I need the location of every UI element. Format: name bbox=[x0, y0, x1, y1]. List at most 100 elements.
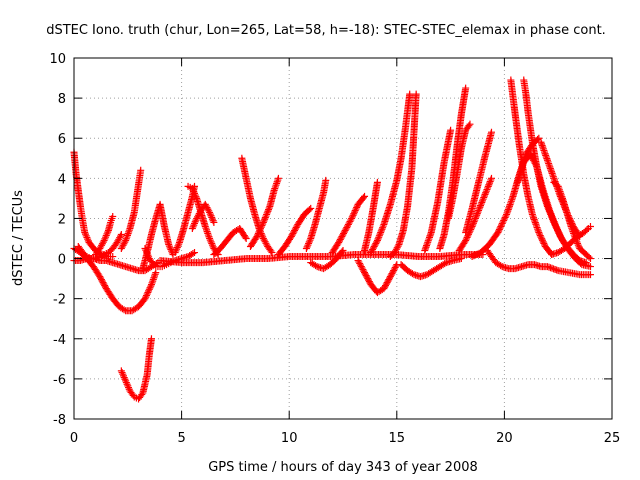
data-point bbox=[261, 215, 269, 223]
data-point bbox=[566, 215, 574, 223]
data-point bbox=[293, 222, 301, 230]
data-point bbox=[566, 216, 574, 224]
data-point bbox=[487, 174, 495, 182]
data-point bbox=[550, 218, 558, 226]
data-point bbox=[389, 268, 397, 276]
data-point bbox=[286, 234, 294, 242]
data-point bbox=[305, 238, 313, 246]
data-point bbox=[361, 192, 369, 200]
data-point bbox=[201, 200, 209, 208]
data-series bbox=[246, 174, 282, 251]
data-point bbox=[97, 276, 105, 284]
data-point bbox=[551, 221, 559, 229]
data-point bbox=[548, 211, 556, 219]
data-point bbox=[475, 206, 483, 214]
data-point bbox=[265, 204, 273, 212]
data-point bbox=[260, 236, 268, 244]
data-point bbox=[260, 217, 268, 225]
data-point bbox=[473, 250, 481, 258]
data-point bbox=[189, 186, 197, 194]
data-point bbox=[574, 241, 582, 249]
data-point bbox=[118, 243, 126, 251]
data-point bbox=[305, 206, 313, 214]
data-point bbox=[568, 219, 576, 227]
data-point bbox=[203, 204, 211, 212]
data-series bbox=[302, 176, 330, 253]
data-series bbox=[307, 247, 347, 273]
data-point bbox=[192, 193, 200, 201]
data-point bbox=[102, 233, 110, 241]
data-point bbox=[362, 272, 370, 280]
data-point bbox=[563, 208, 571, 216]
data-point bbox=[99, 279, 107, 287]
data-point bbox=[386, 274, 394, 282]
data-point bbox=[351, 207, 359, 215]
data-point bbox=[137, 166, 145, 174]
data-point bbox=[203, 228, 211, 236]
data-point bbox=[348, 214, 356, 222]
data-series bbox=[397, 255, 465, 281]
data-point bbox=[558, 197, 566, 205]
data-point bbox=[562, 205, 570, 213]
data-point bbox=[583, 226, 591, 234]
data-point bbox=[120, 374, 128, 382]
data-point bbox=[205, 233, 213, 241]
data-point bbox=[206, 235, 214, 242]
data-point bbox=[370, 243, 378, 251]
data-point bbox=[291, 226, 299, 234]
data-point bbox=[565, 213, 573, 221]
data-point bbox=[555, 229, 563, 237]
data-point bbox=[96, 273, 104, 281]
data-point bbox=[116, 234, 124, 242]
data-point bbox=[252, 234, 260, 242]
data-point bbox=[576, 232, 584, 240]
data-point bbox=[586, 222, 594, 230]
data-point bbox=[95, 271, 103, 279]
data-point bbox=[141, 245, 149, 253]
data-point bbox=[380, 285, 388, 293]
data-point bbox=[117, 367, 125, 375]
data-point bbox=[368, 247, 376, 255]
y-tick-label: -4 bbox=[53, 333, 66, 348]
data-point bbox=[312, 262, 320, 270]
data-point bbox=[208, 240, 216, 248]
data-point bbox=[209, 217, 217, 225]
data-point bbox=[192, 216, 200, 224]
data-point bbox=[98, 241, 106, 249]
data-point bbox=[369, 244, 377, 252]
data-point bbox=[496, 224, 504, 232]
data-point bbox=[143, 290, 151, 298]
data-point bbox=[208, 241, 216, 249]
data-point bbox=[97, 243, 105, 251]
data-point bbox=[150, 274, 158, 282]
data-point bbox=[202, 202, 210, 210]
data-point bbox=[564, 212, 572, 220]
data-point bbox=[476, 203, 484, 211]
data-point bbox=[529, 155, 537, 163]
data-point bbox=[374, 235, 382, 243]
data-point bbox=[495, 225, 503, 233]
data-point bbox=[378, 225, 386, 233]
data-point bbox=[270, 186, 278, 194]
data-point bbox=[536, 232, 544, 240]
data-point bbox=[145, 285, 153, 293]
data-point bbox=[342, 225, 350, 233]
data-point bbox=[359, 266, 367, 274]
data-point bbox=[480, 192, 488, 200]
data-point bbox=[549, 216, 557, 224]
data-series bbox=[444, 120, 474, 222]
data-point bbox=[560, 202, 568, 210]
data-point bbox=[104, 228, 112, 236]
data-point bbox=[122, 235, 130, 243]
data-point bbox=[528, 153, 536, 161]
x-tick-label: 5 bbox=[177, 431, 185, 446]
data-point bbox=[393, 244, 401, 252]
data-point bbox=[125, 226, 133, 234]
data-point bbox=[122, 377, 130, 385]
data-series bbox=[188, 200, 218, 232]
data-point bbox=[567, 218, 575, 226]
data-point bbox=[322, 176, 330, 184]
data-point bbox=[355, 258, 363, 266]
data-point bbox=[379, 224, 387, 232]
data-series bbox=[74, 230, 125, 263]
